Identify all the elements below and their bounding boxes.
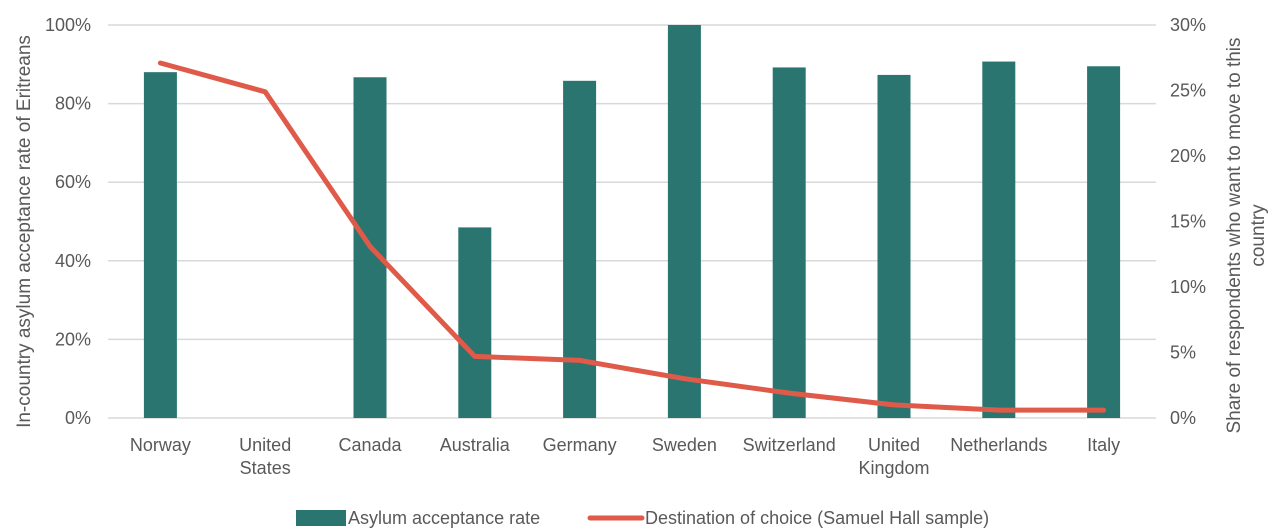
x-axis-labels: Norway United States Canada Australia Germany… xyxy=(130,435,1120,478)
bar xyxy=(982,61,1016,418)
x-tick-label: Canada xyxy=(338,435,402,455)
x-tick-label: Italy xyxy=(1087,435,1120,455)
line-series-path xyxy=(157,60,1107,413)
right-tick-label: 20% xyxy=(1170,146,1206,166)
legend-swatch-bar xyxy=(296,510,346,526)
bars xyxy=(143,25,1121,419)
bar xyxy=(458,227,492,418)
right-axis-title: Share of respondents who want to move to… xyxy=(1224,37,1269,433)
left-tick-label: 60% xyxy=(55,172,91,192)
x-tick-label: Norway xyxy=(130,435,191,455)
left-axis-title: In-country asylum acceptance rate of Eri… xyxy=(14,35,35,428)
gridlines xyxy=(108,24,1156,419)
left-tick-label: 20% xyxy=(55,329,91,349)
bar xyxy=(1087,66,1121,418)
legend-label-line: Destination of choice (Samuel Hall sampl… xyxy=(645,508,989,528)
bar xyxy=(563,80,597,418)
bar xyxy=(877,74,911,418)
right-tick-label: 25% xyxy=(1170,81,1206,101)
legend-label-bar: Asylum acceptance rate xyxy=(348,508,540,528)
right-axis-ticks: 0% 5% 10% 15% 20% 25% 30% xyxy=(1170,15,1206,428)
left-axis-ticks: 0% 20% 40% 60% 80% 100% xyxy=(45,15,91,428)
x-tick-label: United States xyxy=(239,435,291,478)
left-tick-label: 0% xyxy=(65,408,91,428)
right-tick-label: 10% xyxy=(1170,277,1206,297)
x-tick-label: Netherlands xyxy=(950,435,1047,455)
x-tick-label: Switzerland xyxy=(743,435,836,455)
right-tick-label: 30% xyxy=(1170,15,1206,35)
bar xyxy=(667,25,701,418)
x-tick-label: Germany xyxy=(543,435,617,455)
right-tick-label: 5% xyxy=(1170,343,1196,363)
line-series xyxy=(157,60,1107,413)
legend: Asylum acceptance rate Destination of cho… xyxy=(296,508,989,528)
left-tick-label: 100% xyxy=(45,15,91,35)
bar xyxy=(143,72,177,418)
x-tick-label: United Kingdom xyxy=(858,435,929,478)
bar xyxy=(772,67,806,418)
x-tick-label: Australia xyxy=(440,435,511,455)
right-tick-label: 15% xyxy=(1170,212,1206,232)
right-tick-label: 0% xyxy=(1170,408,1196,428)
left-tick-label: 40% xyxy=(55,251,91,271)
left-tick-label: 80% xyxy=(55,94,91,114)
x-tick-label: Sweden xyxy=(652,435,717,455)
